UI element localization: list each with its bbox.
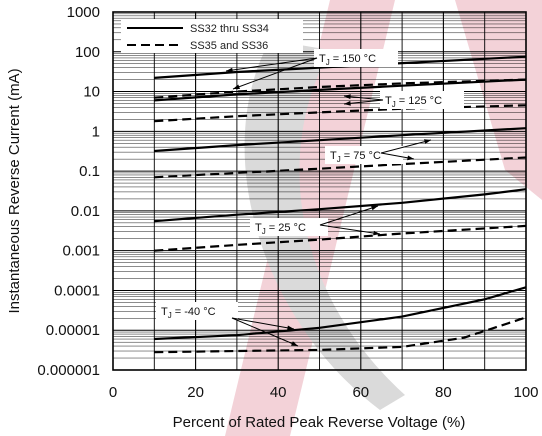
- series-line: [154, 224, 527, 252]
- watermark-arc: [244, 40, 405, 410]
- annotation-leader: [319, 205, 379, 226]
- annotation-box: [250, 218, 328, 236]
- x-tick-label: 40: [270, 384, 287, 401]
- annotation-arrowhead: [371, 205, 378, 211]
- annotation-leader: [232, 57, 318, 90]
- annotation-leader: [225, 57, 318, 72]
- y-tick-label: 0.001: [62, 243, 100, 260]
- legend-label: SS35 and SS36: [190, 40, 268, 52]
- y-tick-label: 0.0001: [54, 282, 100, 299]
- annotation-arrowhead: [226, 67, 233, 73]
- annotation-box: [380, 91, 464, 109]
- x-tick-label: 0: [109, 384, 117, 401]
- temperature-annotations: TJ = 150 °C TJ = 125 °C TJ = 75 °C TJ = 25 …: [156, 49, 464, 347]
- series-line: [154, 188, 527, 223]
- x-tick-label: 80: [435, 384, 452, 401]
- watermark-corner: [455, 0, 542, 200]
- y-tick-labels: 0.000001 0.00001 0.0001 0.001 0.01 0.1 1 10 100 1…: [37, 4, 100, 379]
- y-axis-label: Instantaneous Reverse Current (mA): [6, 68, 23, 313]
- y-tick-label: 0.000001: [37, 362, 100, 379]
- series-line: [154, 286, 527, 341]
- annotation-arrowhead: [233, 84, 240, 89]
- x-tick-label: 20: [187, 384, 204, 401]
- annotation-arrowhead: [291, 341, 298, 346]
- annotation-label: TJ = 125 °C: [385, 95, 442, 109]
- plot-frame: [112, 11, 527, 371]
- y-tick-label: 0.00001: [46, 322, 100, 339]
- legend-label: SS32 thru SS34: [190, 23, 269, 35]
- y-tick-label: 0.01: [71, 203, 100, 220]
- annotation-label: TJ = -40 °C: [161, 306, 216, 320]
- annotation-box: [314, 49, 398, 67]
- legend: SS32 thru SS34 SS35 and SS36: [121, 19, 303, 53]
- annotation-label: TJ = 25 °C: [255, 222, 306, 236]
- x-axis-label: Percent of Rated Peak Reverse Voltage (%…: [173, 414, 466, 431]
- series-group: [154, 55, 527, 354]
- annotation-arrowhead: [373, 230, 380, 236]
- annotation-leader: [380, 139, 432, 154]
- annotation-box: [156, 302, 238, 320]
- y-tick-label: 100: [75, 44, 100, 61]
- annotation-label: TJ = 75 °C: [330, 150, 381, 164]
- annotation-label: TJ = 150 °C: [319, 53, 376, 67]
- series-line: [154, 55, 527, 79]
- y-tick-label: 1: [92, 123, 100, 140]
- annotation-box: [325, 146, 403, 164]
- y-tick-label: 0.1: [79, 163, 100, 180]
- annotation-arrowhead: [344, 100, 351, 106]
- annotation-arrowhead: [287, 325, 294, 331]
- x-tick-labels: 0 20 40 60 80 100: [109, 384, 539, 401]
- x-tick-label: 100: [513, 384, 538, 401]
- y-tick-label: 10: [83, 84, 100, 101]
- annotation-leader: [231, 317, 299, 347]
- x-tick-label: 60: [352, 384, 369, 401]
- legend-box: [121, 19, 303, 53]
- annotation-leader: [319, 224, 381, 235]
- series-line: [154, 78, 527, 102]
- annotation-leader: [231, 317, 295, 330]
- annotation-arrowhead: [407, 155, 414, 161]
- annotation-arrowhead: [344, 94, 351, 100]
- y-tick-label: 1000: [67, 4, 100, 21]
- annotation-arrowhead: [424, 139, 431, 144]
- series-line: [154, 127, 527, 153]
